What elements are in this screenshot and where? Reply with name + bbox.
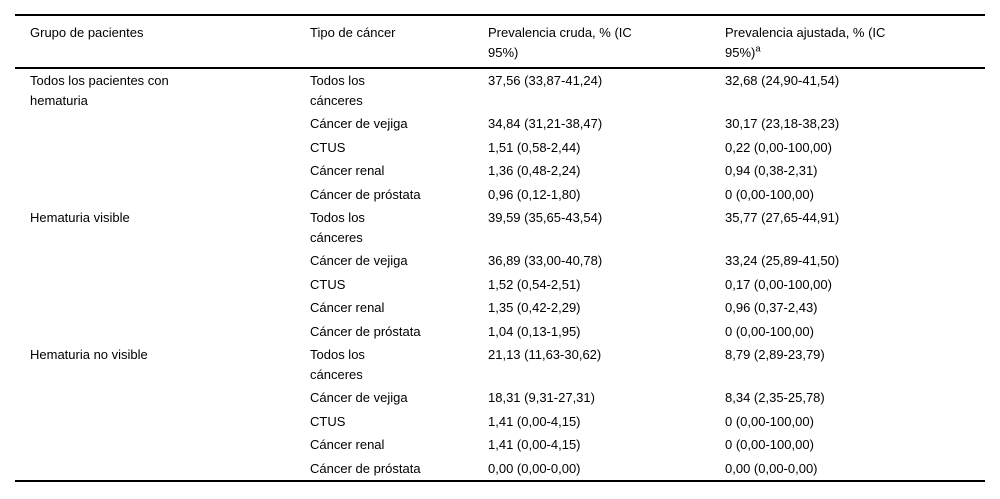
cell-cancer-type: CTUS [310, 276, 346, 292]
cell-adjusted-prevalence: 0 (0,00-100,00) [725, 323, 814, 339]
cell-crude-prevalence: 39,59 (35,65-43,54) [488, 210, 603, 225]
cell-cancer-type: Todos los cánceres [310, 347, 365, 382]
cell-patient-group [15, 457, 295, 482]
cell-cancer-type: Todos los cánceres [310, 210, 365, 245]
cell-crude-prevalence: 1,52 (0,54-2,51) [488, 276, 581, 292]
col-header-crude-prevalence: Prevalencia cruda, % (IC 95%) [488, 25, 632, 60]
cell-patient-group: Hematuria visible [30, 210, 130, 225]
cell-cancer-type: Todos los cánceres [310, 73, 365, 108]
table-row: CTUS 1,52 (0,54-2,51) 0,17 (0,00-100,00) [15, 273, 985, 297]
col-header-adjusted-prevalence: Prevalencia ajustada, % (IC 95%)a [710, 15, 985, 68]
cell-adjusted-prevalence: 0,22 (0,00-100,00) [725, 139, 832, 155]
cell-adjusted-prevalence: 30,17 (23,18-38,23) [725, 116, 840, 131]
cell-patient-group [15, 433, 295, 457]
table-row: Cáncer de próstata 0,00 (0,00-0,00) 0,00… [15, 457, 985, 482]
cell-patient-group: Todos los pacientes con hematuria [30, 73, 169, 108]
cell-crude-prevalence: 1,36 (0,48-2,24) [488, 163, 581, 178]
cell-adjusted-prevalence: 8,79 (2,89-23,79) [725, 347, 825, 362]
cell-patient-group [15, 320, 295, 344]
cell-adjusted-prevalence: 32,68 (24,90-41,54) [725, 73, 840, 88]
cell-crude-prevalence: 21,13 (11,63-30,62) [488, 347, 602, 362]
cell-patient-group [15, 183, 295, 207]
cell-cancer-type: Cáncer renal [310, 163, 385, 178]
col-header-patient-group: Grupo de pacientes [30, 25, 144, 40]
cell-patient-group [15, 410, 295, 434]
cell-crude-prevalence: 1,41 (0,00-4,15) [488, 437, 581, 452]
cell-crude-prevalence: 0,96 (0,12-1,80) [488, 186, 581, 202]
table-row: Cáncer de vejiga 34,84 (31,21-38,47) 30,… [15, 112, 985, 136]
cell-crude-prevalence: 36,89 (33,00-40,78) [488, 253, 603, 268]
table-row: Cáncer renal 1,35 (0,42-2,29) 0,96 (0,37… [15, 296, 985, 320]
table-row: Cáncer de próstata 0,96 (0,12-1,80) 0 (0… [15, 183, 985, 207]
cell-adjusted-prevalence: 8,34 (2,35-25,78) [725, 390, 825, 405]
cell-adjusted-prevalence: 0 (0,00-100,00) [725, 186, 814, 202]
cell-cancer-type: Cáncer de próstata [310, 460, 421, 476]
table-row: Cáncer de vejiga 36,89 (33,00-40,78) 33,… [15, 249, 985, 273]
cell-adjusted-prevalence: 0 (0,00-100,00) [725, 437, 814, 452]
cell-patient-group [15, 386, 295, 410]
table-row: Hematuria visible Todos los cánceres 39,… [15, 206, 985, 249]
cell-adjusted-prevalence: 0,00 (0,00-0,00) [725, 460, 818, 476]
cell-patient-group [15, 249, 295, 273]
cell-crude-prevalence: 1,51 (0,58-2,44) [488, 139, 581, 155]
cell-cancer-type: Cáncer de próstata [310, 186, 421, 202]
table-row: Cáncer renal 1,36 (0,48-2,24) 0,94 (0,38… [15, 159, 985, 183]
table-row: Cáncer renal 1,41 (0,00-4,15) 0 (0,00-10… [15, 433, 985, 457]
cell-crude-prevalence: 1,04 (0,13-1,95) [488, 323, 581, 339]
cell-cancer-type: Cáncer de vejiga [310, 253, 408, 268]
cell-crude-prevalence: 18,31 (9,31-27,31) [488, 390, 595, 405]
table-row: CTUS 1,41 (0,00-4,15) 0 (0,00-100,00) [15, 410, 985, 434]
cell-adjusted-prevalence: 0,94 (0,38-2,31) [725, 163, 818, 178]
header-row: Grupo de pacientes Tipo de cáncer Preval… [15, 15, 985, 68]
table-row: CTUS 1,51 (0,58-2,44) 0,22 (0,00-100,00) [15, 136, 985, 160]
cell-cancer-type: Cáncer de vejiga [310, 390, 408, 405]
cell-adjusted-prevalence: 0 (0,00-100,00) [725, 413, 814, 429]
cell-cancer-type: Cáncer renal [310, 300, 385, 315]
cell-cancer-type: CTUS [310, 413, 346, 429]
cell-cancer-type: CTUS [310, 139, 346, 155]
cell-adjusted-prevalence: 0,17 (0,00-100,00) [725, 276, 832, 292]
table-body: Todos los pacientes con hematuria Todos … [15, 68, 985, 481]
cell-crude-prevalence: 0,00 (0,00-0,00) [488, 460, 581, 476]
cell-patient-group [15, 159, 295, 183]
cell-crude-prevalence: 34,84 (31,21-38,47) [488, 116, 603, 131]
table-header: Grupo de pacientes Tipo de cáncer Preval… [15, 15, 985, 68]
cell-cancer-type: Cáncer de próstata [310, 323, 421, 339]
col-header-cancer-type: Tipo de cáncer [310, 25, 396, 40]
cell-patient-group [15, 273, 295, 297]
cell-cancer-type: Cáncer de vejiga [310, 116, 408, 131]
cell-crude-prevalence: 1,35 (0,42-2,29) [488, 300, 581, 315]
col-header-adjusted-label: Prevalencia ajustada, % (IC 95%) [725, 25, 886, 60]
cell-patient-group [15, 112, 295, 136]
cell-patient-group [15, 296, 295, 320]
table-row: Cáncer de próstata 1,04 (0,13-1,95) 0 (0… [15, 320, 985, 344]
cell-patient-group: Hematuria no visible [30, 347, 148, 362]
cell-patient-group [15, 136, 295, 160]
cell-cancer-type: Cáncer renal [310, 437, 385, 452]
table-row: Todos los pacientes con hematuria Todos … [15, 68, 985, 112]
prevalence-table: Grupo de pacientes Tipo de cáncer Preval… [15, 14, 985, 482]
cell-adjusted-prevalence: 0,96 (0,37-2,43) [725, 300, 818, 315]
table-row: Hematuria no visible Todos los cánceres … [15, 343, 985, 386]
cell-adjusted-prevalence: 33,24 (25,89-41,50) [725, 253, 840, 268]
cell-crude-prevalence: 37,56 (33,87-41,24) [488, 73, 603, 88]
footnote-marker-a: a [755, 43, 761, 55]
cell-crude-prevalence: 1,41 (0,00-4,15) [488, 413, 581, 429]
cell-adjusted-prevalence: 35,77 (27,65-44,91) [725, 210, 840, 225]
table-row: Cáncer de vejiga 18,31 (9,31-27,31) 8,34… [15, 386, 985, 410]
